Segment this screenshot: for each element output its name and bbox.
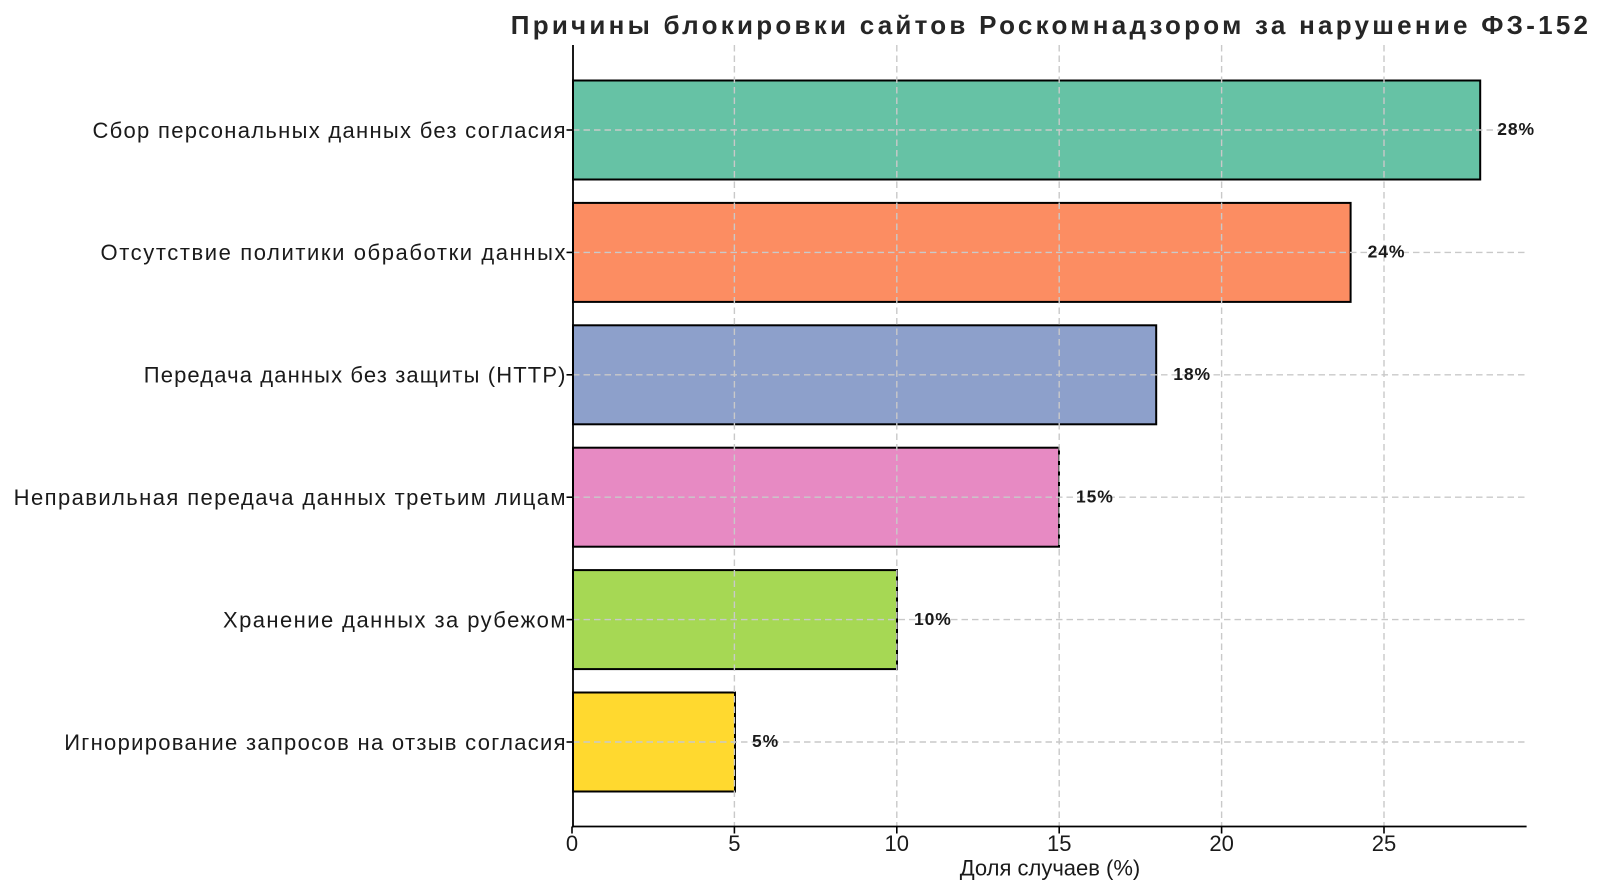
svg-text:28%: 28% [1497,119,1535,139]
svg-text:Неправильная передача данных т: Неправильная передача данных третьим лиц… [14,485,567,510]
svg-text:24%: 24% [1368,242,1406,262]
svg-text:20: 20 [1209,831,1233,856]
svg-text:0: 0 [566,831,578,856]
svg-text:5: 5 [728,831,740,856]
svg-text:15: 15 [1047,831,1071,856]
svg-text:Передача данных без защиты (HT: Передача данных без защиты (HTTP) [144,363,567,388]
svg-text:Сбор персональных данных без с: Сбор персональных данных без согласия [92,118,566,143]
svg-text:25: 25 [1372,831,1396,856]
svg-text:Хранение данных за рубежом: Хранение данных за рубежом [223,607,567,632]
svg-text:10%: 10% [914,609,952,629]
svg-text:5%: 5% [752,731,779,751]
svg-text:Отсутствие политики обработки: Отсутствие политики обработки данных [101,240,568,265]
svg-text:18%: 18% [1173,364,1211,384]
svg-text:Причины блокировки сайтов Роск: Причины блокировки сайтов Роскомнадзором… [511,10,1592,40]
svg-text:10: 10 [885,831,909,856]
svg-text:15%: 15% [1076,486,1114,506]
svg-text:Доля случаев (%): Доля случаев (%) [960,856,1141,881]
svg-text:Игнорирование запросов на отзы: Игнорирование запросов на отзыв согласия [64,730,567,755]
